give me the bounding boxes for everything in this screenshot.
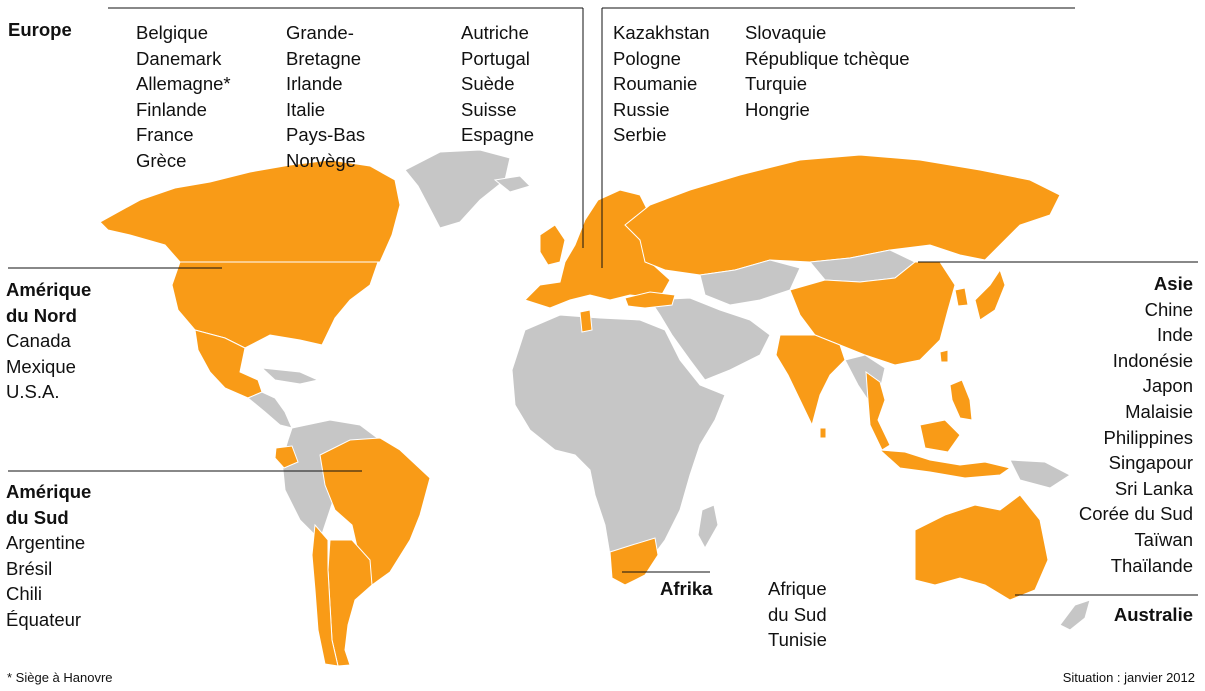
country-label: Grèce: [136, 149, 187, 171]
country-label: République tchèque: [745, 47, 910, 69]
country-label: Allemagne*: [136, 73, 231, 95]
europe-col1: Belgique Danemark Allemagne* Finlande Fr…: [136, 20, 231, 174]
russia: [624, 154, 1061, 276]
north-america-title-2: du Nord: [6, 304, 77, 326]
india: [775, 334, 846, 427]
uk-ireland: [539, 224, 566, 266]
papua: [1009, 459, 1071, 489]
country-label: Russie: [613, 98, 670, 120]
country-label: Brésil: [6, 557, 53, 579]
north-america-title: Amérique: [6, 279, 92, 300]
south-africa: [609, 537, 659, 586]
country-label: Chine: [1144, 298, 1193, 320]
australia: [914, 494, 1049, 601]
thailand-malaysia: [865, 370, 891, 451]
country-label: du Sud: [768, 603, 827, 625]
country-label: Inde: [1156, 324, 1193, 346]
country-label: Taïwan: [1134, 528, 1193, 550]
country-label: Indonésie: [1112, 349, 1193, 371]
taiwan: [939, 349, 949, 363]
borneo: [919, 419, 961, 453]
country-label: Malaisie: [1125, 400, 1193, 422]
country-label: Chili: [6, 583, 42, 605]
asia-title: Asie: [1153, 273, 1193, 294]
europe-col3: Autriche Portugal Suède Suisse Espagne: [461, 20, 534, 148]
country-label: Argentine: [6, 532, 86, 554]
europe-col2: Grande- Bretagne Irlande Italie Pays-Bas…: [286, 20, 365, 174]
korea: [954, 287, 969, 307]
philippines: [949, 379, 973, 421]
country-label: Canada: [6, 330, 71, 352]
japan: [974, 268, 1006, 321]
africa-title: Afrika: [660, 578, 713, 599]
country-label: Équateur: [6, 608, 82, 630]
central-america: [247, 391, 293, 429]
country-label: Philippines: [1103, 426, 1193, 448]
iceland: [493, 175, 531, 193]
south-america-title: Amérique: [6, 481, 92, 502]
country-label: Suède: [461, 73, 515, 95]
country-label: U.S.A.: [6, 381, 60, 403]
argentina: [327, 539, 373, 667]
new-zealand: [1059, 599, 1091, 631]
europe-col4: Kazakhstan Pologne Roumanie Russie Serbi…: [613, 20, 710, 148]
footnote: * Siège à Hanovre: [7, 670, 113, 685]
country-label: Norvège: [286, 149, 356, 171]
country-label: Thaïlande: [1110, 554, 1193, 576]
country-label: Japon: [1142, 375, 1193, 397]
asia-block: Asie Chine Inde Indonésie Japon Malaisie…: [1079, 271, 1193, 578]
country-label: Sri Lanka: [1114, 477, 1193, 499]
country-label: Irlande: [286, 73, 343, 95]
country-label: Autriche: [461, 22, 529, 43]
country-label: Danemark: [136, 47, 222, 69]
brazil: [319, 437, 431, 586]
country-label: Serbie: [613, 124, 667, 146]
africa-block: Afrique du Sud Tunisie: [768, 576, 827, 653]
south-america-block: Amérique du Sud Argentine Brésil Chili É…: [6, 479, 91, 633]
country-label: France: [136, 124, 194, 146]
country-label: Pays-Bas: [286, 124, 366, 146]
canada: [99, 159, 401, 264]
europe-title: Europe: [8, 19, 72, 40]
country-label: Mexique: [6, 355, 76, 377]
country-label: Grande-: [286, 22, 354, 43]
turkey: [624, 291, 676, 309]
country-label: Pologne: [613, 47, 681, 69]
chile: [311, 523, 339, 667]
country-label: Portugal: [461, 47, 530, 69]
indonesia: [878, 449, 1012, 479]
sri-lanka: [819, 427, 827, 439]
caribbean: [260, 367, 320, 385]
country-label: Slovaquie: [745, 22, 827, 43]
country-label: Corée du Sud: [1078, 503, 1193, 525]
middle-east: [649, 297, 771, 381]
country-label: Singapour: [1108, 452, 1193, 474]
status-date: Situation : janvier 2012: [1062, 670, 1195, 685]
country-label: Kazakhstan: [613, 22, 710, 43]
country-label: Italie: [286, 98, 326, 120]
country-label: Belgique: [136, 22, 209, 43]
country-label: Bretagne: [286, 47, 362, 69]
australia-title: Australie: [1113, 604, 1193, 625]
madagascar: [697, 504, 719, 550]
africa: [511, 314, 726, 569]
greenland: [404, 149, 511, 229]
country-label: Roumanie: [613, 73, 698, 95]
country-label: Tunisie: [768, 629, 827, 651]
country-label: Suisse: [461, 98, 517, 120]
south-america-title-2: du Sud: [6, 506, 69, 528]
ecuador: [274, 445, 299, 469]
north-america-block: Amérique du Nord Canada Mexique U.S.A.: [6, 277, 91, 405]
country-label: Espagne: [461, 124, 535, 146]
country-label: Hongrie: [745, 98, 810, 120]
tunisia: [579, 309, 593, 333]
country-label: Afrique: [768, 578, 827, 599]
usa: [171, 261, 379, 349]
europe-col5: Slovaquie République tchèque Turquie Hon…: [745, 20, 910, 122]
country-label: Finlande: [136, 98, 207, 120]
country-label: Turquie: [745, 73, 808, 95]
